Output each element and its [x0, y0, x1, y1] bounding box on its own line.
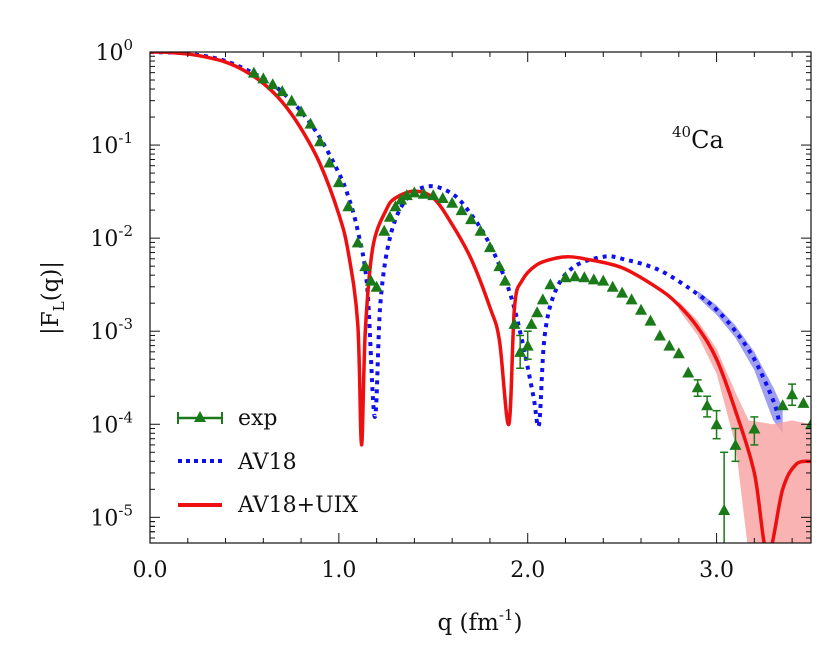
exp-data-point — [455, 204, 468, 216]
y-tick-labels: 100 10-1 10-2 10-3 10-4 10-5 — [90, 36, 133, 531]
exp-data-point — [559, 271, 572, 283]
exp-data-point — [257, 72, 270, 84]
exp-data-point — [568, 270, 581, 282]
line-av18-uix — [150, 52, 811, 543]
exp-data-point — [359, 260, 372, 272]
exp-data-point — [625, 293, 638, 305]
nucleus-annotation: 40Ca — [672, 123, 724, 154]
exp-data-point — [710, 418, 723, 430]
exp-data-point — [304, 117, 317, 129]
exp-data-point — [383, 210, 396, 222]
exp-data-point — [597, 274, 610, 286]
y-tick-label: 10-5 — [90, 501, 133, 531]
legend-item-exp: exp — [177, 406, 278, 431]
exp-data-point — [351, 236, 364, 248]
exp-data-point — [276, 85, 289, 97]
exp-data-point — [499, 274, 512, 286]
exp-data-point — [493, 260, 506, 272]
x-tick-label: 3.0 — [699, 558, 734, 583]
exp-data-point — [682, 366, 695, 378]
svg-text:AV18+UIX: AV18+UIX — [237, 493, 358, 518]
band-av18-uix — [678, 301, 811, 543]
exp-data-point — [729, 438, 742, 450]
exp-data-point — [436, 191, 449, 203]
exp-data-point — [718, 503, 731, 515]
y-axis-label: |FL(q)| — [38, 261, 68, 335]
y-tick-label: 100 — [95, 36, 133, 66]
exp-data-point — [427, 189, 440, 201]
plot-frame — [149, 51, 812, 544]
uncertainty-bands — [678, 291, 811, 543]
x-tick-label: 0.0 — [133, 558, 168, 583]
legend-item-av18-uix: AV18+UIX — [178, 493, 358, 518]
exp-data-point — [544, 278, 557, 290]
exp-data-point — [342, 200, 355, 212]
x-tick-labels: 0.0 1.0 2.0 3.0 — [133, 558, 735, 583]
y-tick-label: 10-1 — [90, 129, 133, 159]
band-av18 — [697, 291, 783, 434]
exp-data-point — [323, 156, 336, 168]
svg-text:exp: exp — [238, 406, 278, 431]
axis-ticks — [149, 51, 811, 543]
exp-data-point — [446, 196, 459, 208]
exp-data-point — [691, 381, 704, 393]
exp-data-point — [531, 306, 544, 318]
exp-data-point — [247, 66, 260, 78]
exp-data-point — [266, 78, 279, 90]
exp-data-point — [389, 200, 402, 212]
legend-item-av18: AV18 — [178, 450, 297, 475]
exp-data-point — [285, 94, 298, 106]
exp-data-point — [508, 317, 521, 329]
x-axis-label: q (fm-1) — [438, 606, 523, 636]
svg-text:AV18: AV18 — [237, 450, 297, 475]
series-lines — [150, 52, 811, 543]
exp-points — [247, 66, 811, 543]
exp-data-point — [644, 314, 657, 326]
exp-data-point — [587, 273, 600, 285]
exp-data-point — [606, 280, 619, 292]
exp-data-point — [701, 399, 714, 411]
line-av18 — [150, 52, 781, 429]
exp-data-point — [672, 347, 685, 359]
exp-data-point — [786, 388, 799, 400]
exp-data-point — [635, 303, 648, 315]
exp-data-point — [521, 339, 534, 351]
exp-data-point — [514, 345, 527, 357]
y-tick-label: 10-3 — [90, 315, 133, 345]
exp-data-point — [536, 293, 549, 305]
exp-data-point — [370, 280, 383, 292]
exp-data-point — [748, 422, 761, 434]
exp-data-point — [663, 339, 676, 351]
exp-data-point — [295, 105, 308, 117]
exp-data-point — [616, 286, 629, 298]
exp-data-point — [465, 213, 478, 225]
exp-data-point — [525, 317, 538, 329]
exp-data-point — [332, 176, 345, 188]
legend: exp AV18 AV18+UIX — [177, 406, 358, 518]
exp-data-point — [417, 187, 430, 199]
exp-data-point — [474, 224, 487, 236]
exp-data-point — [364, 274, 377, 286]
exp-data-point — [797, 396, 810, 408]
exp-data-point — [776, 399, 789, 411]
exp-data-point — [578, 271, 591, 283]
y-tick-label: 10-2 — [90, 222, 133, 252]
exp-data-point — [395, 193, 408, 205]
x-tick-label: 2.0 — [510, 558, 545, 583]
exp-data-point — [378, 224, 391, 236]
x-tick-label: 1.0 — [321, 558, 356, 583]
exp-data-point — [653, 329, 666, 341]
y-tick-label: 10-4 — [90, 408, 133, 438]
exp-data-point — [313, 135, 326, 147]
exp-data-point — [483, 241, 496, 253]
exp-data-point — [408, 186, 421, 198]
